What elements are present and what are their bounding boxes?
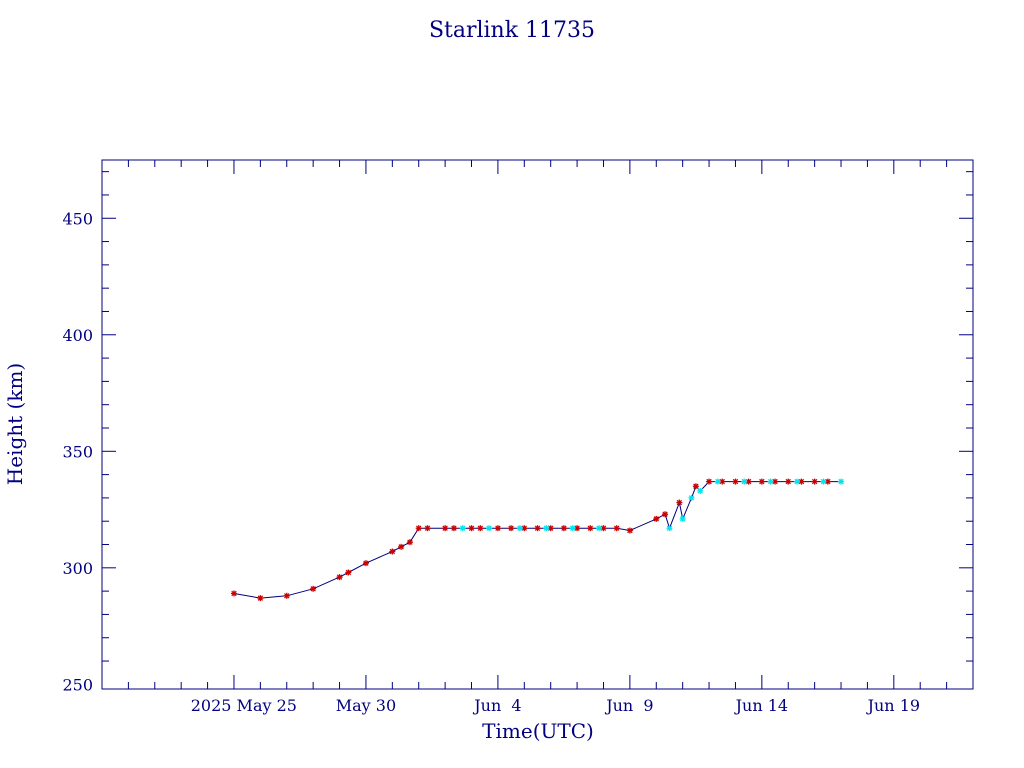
data-point-cyan (486, 525, 493, 532)
height-line (233, 481, 841, 599)
data-point-red (560, 525, 567, 532)
x-tick-label: May 30 (336, 696, 396, 715)
x-tick-label: Jun 9 (604, 696, 653, 715)
x-tick-label: Jun 19 (866, 696, 920, 715)
data-point-red (785, 478, 792, 485)
data-point-cyan (459, 525, 466, 532)
y-axis-label: Height (km) (3, 363, 27, 485)
data-point-red (626, 527, 633, 534)
data-point-cyan (516, 525, 523, 532)
data-point-cyan (767, 478, 774, 485)
data-point-cyan (679, 515, 686, 522)
data-point-red (398, 543, 405, 550)
data-point-red (345, 569, 352, 576)
data-points (230, 478, 845, 602)
data-point-red (389, 548, 396, 555)
x-tick-label: 2025 May 25 (191, 696, 297, 715)
data-point-cyan (543, 525, 550, 532)
data-point-red (450, 525, 457, 532)
y-tick-label: 350 (62, 442, 93, 461)
data-point-red (415, 525, 422, 532)
data-point-red (442, 525, 449, 532)
data-point-cyan (569, 525, 576, 532)
data-point-red (662, 511, 669, 518)
data-point-red (494, 525, 501, 532)
data-point-red (468, 525, 475, 532)
data-point-cyan (688, 494, 695, 501)
chart-title: Starlink 11735 (429, 18, 595, 43)
data-point-cyan (714, 478, 721, 485)
data-point-cyan (741, 478, 748, 485)
data-point-red (508, 525, 515, 532)
data-point-red (574, 525, 581, 532)
data-point-red (587, 525, 594, 532)
data-point-red (613, 525, 620, 532)
data-point-red (477, 525, 484, 532)
y-tick-label: 250 (62, 675, 93, 694)
data-point-red (362, 560, 369, 567)
data-point-red (732, 478, 739, 485)
y-tick-label: 400 (62, 326, 93, 345)
data-point-cyan (794, 478, 801, 485)
data-point-cyan (820, 478, 827, 485)
y-tick-label: 300 (62, 559, 93, 578)
data-point-cyan (666, 525, 673, 532)
data-point-red (283, 592, 290, 599)
x-tick-label: Jun 14 (734, 696, 788, 715)
data-point-red (310, 585, 317, 592)
data-point-red (600, 525, 607, 532)
data-point-red (424, 525, 431, 532)
data-point-red (257, 595, 264, 602)
data-point-red (692, 483, 699, 490)
data-point-red (811, 478, 818, 485)
data-point-cyan (697, 487, 704, 494)
x-tick-label: Jun 4 (472, 696, 521, 715)
data-point-red (336, 574, 343, 581)
data-point-red (406, 539, 413, 546)
data-point-red (653, 515, 660, 522)
plot-frame (101, 159, 974, 690)
data-point-red (230, 590, 237, 597)
x-axis-ticks: 2025 May 25 May 30 Jun 4 Jun 9 Jun 14 Jun 19 (127, 160, 948, 715)
y-tick-label: 450 (62, 209, 93, 228)
data-point-cyan (596, 525, 603, 532)
data-point-cyan (838, 478, 845, 485)
data-point-red (676, 499, 683, 506)
y-axis-ticks: 250 300 350 400 450 (62, 171, 973, 694)
series-line (233, 481, 841, 599)
x-axis-label: Time(UTC) (482, 719, 594, 743)
data-point-red (758, 478, 765, 485)
data-point-red (534, 525, 541, 532)
data-point-red (706, 478, 713, 485)
